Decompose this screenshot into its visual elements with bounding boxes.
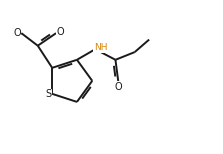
Text: O: O xyxy=(114,82,122,92)
Text: NH: NH xyxy=(94,43,107,52)
Text: O: O xyxy=(13,28,21,38)
Text: S: S xyxy=(45,89,51,99)
Text: O: O xyxy=(56,27,64,37)
